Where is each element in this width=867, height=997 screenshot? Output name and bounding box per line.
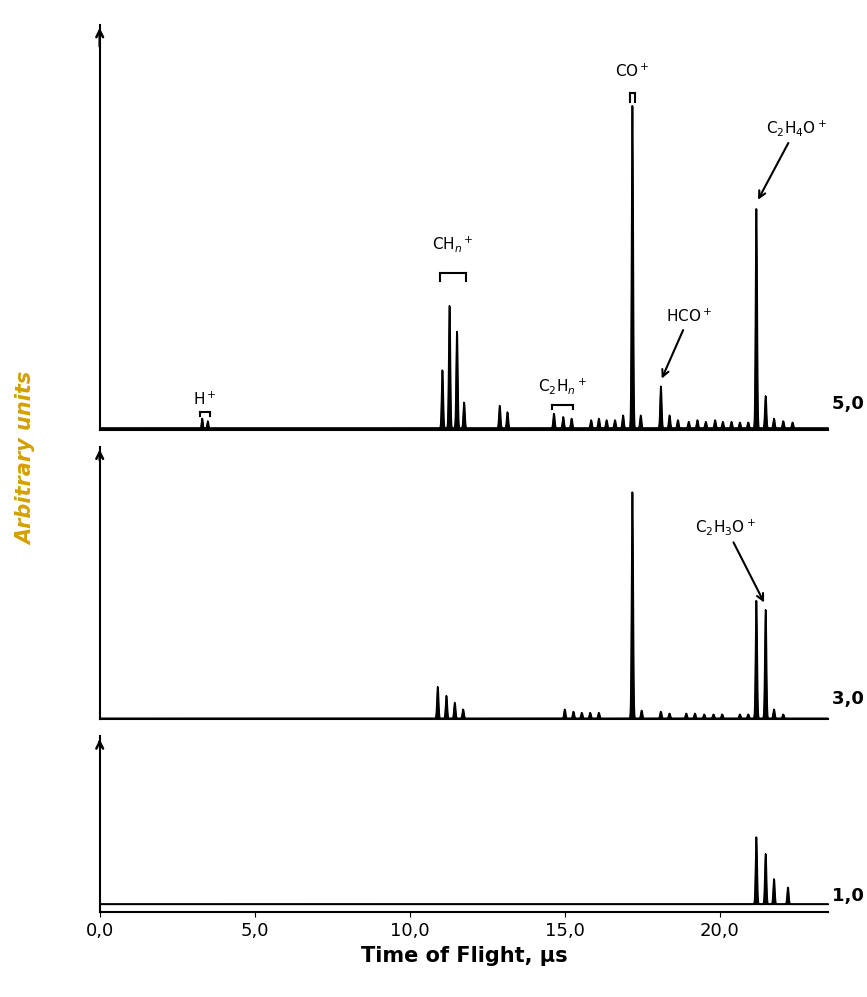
X-axis label: Time of Flight, μs: Time of Flight, μs	[361, 945, 567, 965]
Text: Arbitrary units: Arbitrary units	[16, 372, 36, 545]
Text: C$_2$H$_n$$^+$: C$_2$H$_n$$^+$	[538, 376, 587, 397]
Text: C$_2$H$_3$O$^+$: C$_2$H$_3$O$^+$	[695, 517, 763, 600]
Text: 5,0 mJ: 5,0 mJ	[831, 396, 867, 414]
Text: C$_2$H$_4$O$^+$: C$_2$H$_4$O$^+$	[759, 118, 827, 197]
Text: H$^+$: H$^+$	[193, 391, 217, 408]
Text: 3,0 mJ: 3,0 mJ	[831, 690, 867, 708]
Text: CH$_n$$^+$: CH$_n$$^+$	[433, 234, 473, 254]
Text: 1,0 mJ: 1,0 mJ	[831, 887, 867, 905]
Text: CO$^+$: CO$^+$	[615, 63, 649, 80]
Text: HCO$^+$: HCO$^+$	[662, 307, 713, 377]
